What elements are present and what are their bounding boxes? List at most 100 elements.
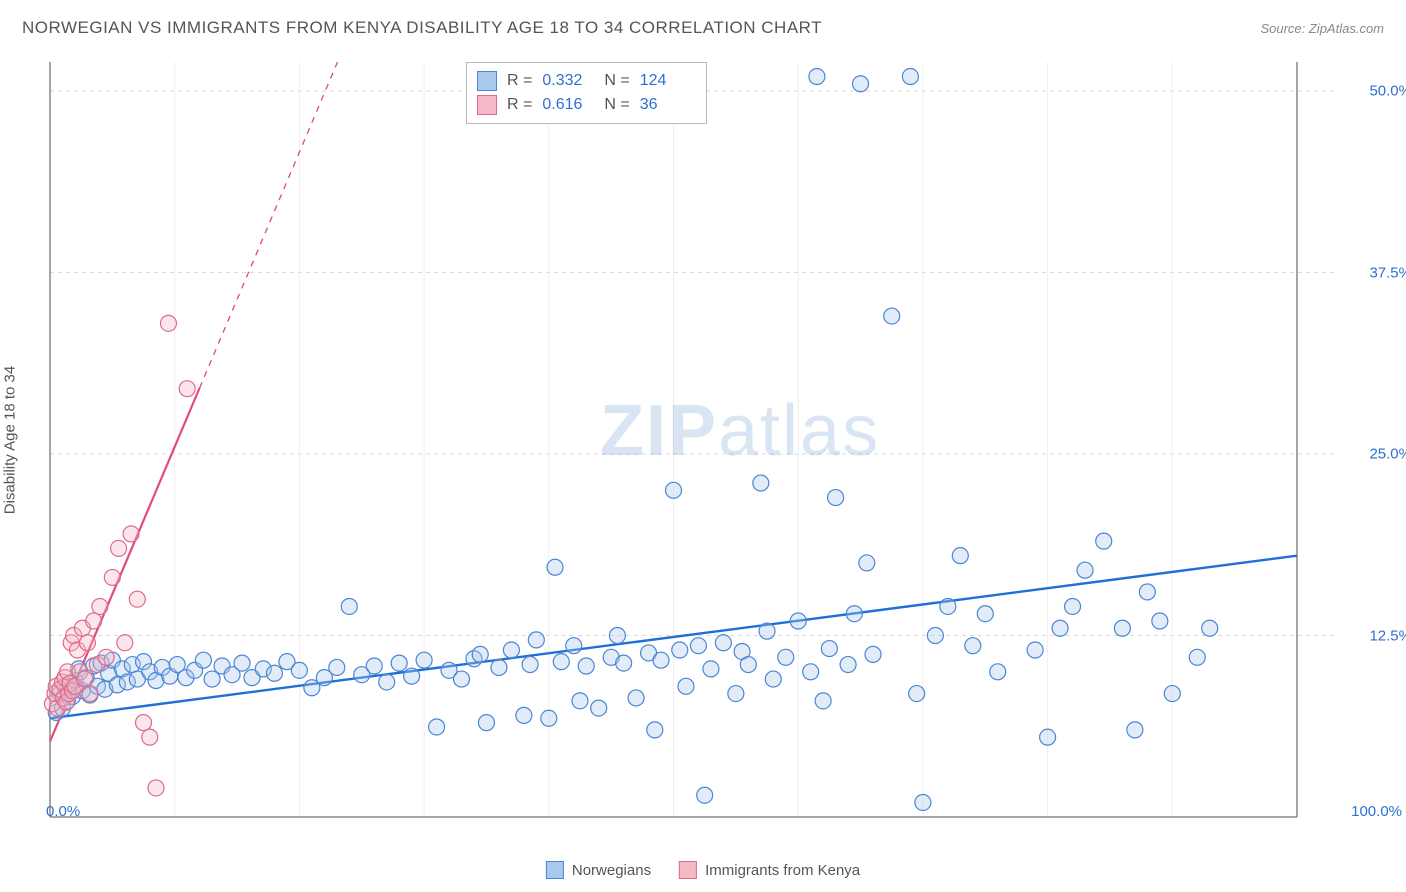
data-point xyxy=(366,658,382,674)
data-point xyxy=(195,652,211,668)
series-legend: Norwegians Immigrants from Kenya xyxy=(546,861,860,879)
y-tick-label: 37.5% xyxy=(1369,264,1406,281)
data-point xyxy=(678,678,694,694)
data-point xyxy=(1202,620,1218,636)
legend-label: Immigrants from Kenya xyxy=(705,862,860,879)
data-point xyxy=(940,598,956,614)
data-point xyxy=(491,659,507,675)
data-point xyxy=(1152,613,1168,629)
data-point xyxy=(429,719,445,735)
data-point xyxy=(728,686,744,702)
data-point xyxy=(609,628,625,644)
data-point xyxy=(965,638,981,654)
data-point xyxy=(204,671,220,687)
data-point xyxy=(672,642,688,658)
data-point xyxy=(778,649,794,665)
data-point xyxy=(853,76,869,92)
data-point xyxy=(291,662,307,678)
data-point xyxy=(148,780,164,796)
data-point xyxy=(821,641,837,657)
data-point xyxy=(136,715,152,731)
data-point xyxy=(379,674,395,690)
plot-container: 0.0% 100.0% 12.5%25.0%37.5%50.0% xyxy=(42,62,1362,832)
x-axis-max-label: 100.0% xyxy=(1351,803,1402,820)
data-point xyxy=(454,671,470,687)
data-point xyxy=(1065,598,1081,614)
data-point xyxy=(234,655,250,671)
data-point xyxy=(884,308,900,324)
y-tick-label: 50.0% xyxy=(1369,83,1406,100)
data-point xyxy=(1139,584,1155,600)
data-point xyxy=(815,693,831,709)
legend-swatch xyxy=(477,71,497,91)
legend-swatch xyxy=(546,861,564,879)
data-point xyxy=(765,671,781,687)
data-point xyxy=(828,490,844,506)
data-point xyxy=(104,569,120,585)
data-point xyxy=(117,635,133,651)
data-point xyxy=(616,655,632,671)
y-axis-label: Disability Age 18 to 34 xyxy=(2,366,19,514)
data-point xyxy=(541,710,557,726)
data-point xyxy=(478,715,494,731)
data-point xyxy=(1114,620,1130,636)
y-tick-label: 25.0% xyxy=(1369,446,1406,463)
data-point xyxy=(329,659,345,675)
data-point xyxy=(86,613,102,629)
data-point xyxy=(977,606,993,622)
data-point xyxy=(653,652,669,668)
data-point xyxy=(416,652,432,668)
data-point xyxy=(927,628,943,644)
source-attribution: Source: ZipAtlas.com xyxy=(1260,21,1384,36)
data-point xyxy=(915,794,931,810)
legend-swatch xyxy=(679,861,697,879)
legend-swatch xyxy=(477,95,497,115)
data-point xyxy=(990,664,1006,680)
data-point xyxy=(690,638,706,654)
scatter-plot xyxy=(42,62,1337,832)
data-point xyxy=(865,646,881,662)
data-point xyxy=(341,598,357,614)
data-point xyxy=(111,540,127,556)
data-point xyxy=(266,665,282,681)
data-point xyxy=(759,623,775,639)
data-point xyxy=(391,655,407,671)
data-point xyxy=(77,671,93,687)
legend-item-kenya: Immigrants from Kenya xyxy=(679,861,860,879)
data-point xyxy=(846,606,862,622)
chart-title: NORWEGIAN VS IMMIGRANTS FROM KENYA DISAB… xyxy=(22,18,822,38)
data-point xyxy=(129,591,145,607)
data-point xyxy=(179,381,195,397)
legend-item-norwegians: Norwegians xyxy=(546,861,651,879)
data-point xyxy=(753,475,769,491)
data-point xyxy=(522,657,538,673)
correlation-legend: R = 0.332N = 124R = 0.616N = 36 xyxy=(466,62,707,124)
data-point xyxy=(516,707,532,723)
data-point xyxy=(840,657,856,673)
data-point xyxy=(790,613,806,629)
data-point xyxy=(859,555,875,571)
data-point xyxy=(472,646,488,662)
data-point xyxy=(98,649,114,665)
data-point xyxy=(809,69,825,85)
data-point xyxy=(160,315,176,331)
legend-label: Norwegians xyxy=(572,862,651,879)
data-point xyxy=(92,598,108,614)
data-point xyxy=(503,642,519,658)
data-point xyxy=(902,69,918,85)
data-point xyxy=(572,693,588,709)
data-point xyxy=(1027,642,1043,658)
data-point xyxy=(82,686,98,702)
data-point xyxy=(547,559,563,575)
data-point xyxy=(952,548,968,564)
data-point xyxy=(1052,620,1068,636)
data-point xyxy=(553,654,569,670)
data-point xyxy=(528,632,544,648)
data-point xyxy=(628,690,644,706)
data-point xyxy=(697,787,713,803)
data-point xyxy=(1040,729,1056,745)
legend-row-norwegians: R = 0.332N = 124 xyxy=(477,69,692,93)
data-point xyxy=(404,668,420,684)
data-point xyxy=(1189,649,1205,665)
data-point xyxy=(703,661,719,677)
